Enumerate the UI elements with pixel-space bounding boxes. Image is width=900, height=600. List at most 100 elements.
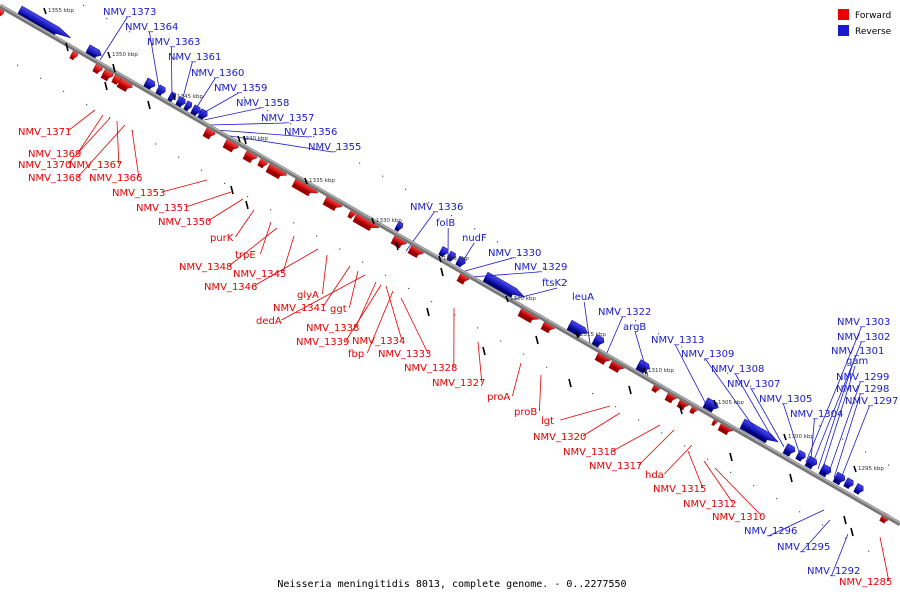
reverse-leader-line — [821, 365, 856, 472]
reverse-leader-line — [831, 533, 849, 577]
reverse-gene-arrow — [832, 471, 846, 486]
reverse-leader-line — [203, 107, 261, 121]
label-leader-lines — [67, 16, 890, 582]
reverse-leader-line — [171, 46, 173, 101]
scale-dot — [888, 464, 890, 466]
scale-dot — [201, 169, 203, 171]
feature-marker — [104, 81, 108, 91]
reverse-leader-line — [705, 358, 759, 434]
gene-arrow-shadow — [183, 106, 189, 112]
scale-dot — [822, 524, 824, 526]
reverse-gene-label: NMV_1361 — [168, 52, 221, 63]
reverse-leader-line — [470, 271, 539, 278]
scale-dot — [63, 90, 65, 93]
reverse-gene-label: folB — [436, 218, 455, 229]
scale-dot — [543, 267, 545, 269]
scale-dot — [382, 175, 384, 177]
forward-gene-label: NMV_1351 — [136, 203, 189, 214]
reverse-gene-label: leuA — [572, 292, 594, 303]
gene-arrow-shadow — [242, 155, 253, 164]
feature-marker — [243, 135, 247, 145]
gene-arrow-shadow — [711, 422, 716, 427]
feature-marker — [850, 527, 854, 537]
forward-gene-label: trpE — [235, 250, 256, 261]
reverse-gene-arrow — [591, 334, 605, 348]
reverse-leader-line — [192, 77, 216, 114]
scale-dot — [106, 17, 108, 20]
gene-arrow-body — [144, 77, 156, 89]
scale-dot — [477, 327, 479, 329]
forward-gene-label: NMV_1320 — [533, 432, 586, 443]
scale-dot — [612, 306, 614, 309]
scale-dot — [776, 498, 778, 500]
gene-arrow-shadow — [167, 97, 173, 103]
forward-gene-label: proA — [487, 392, 510, 403]
forward-gene-label: lgt — [541, 416, 554, 427]
scale-tick-mark — [643, 367, 647, 375]
forward-leader-line — [282, 235, 295, 274]
forward-leader-line — [322, 265, 351, 308]
feature-marker — [65, 42, 69, 52]
scale-dot — [359, 162, 361, 164]
forward-gene-label: NMV_1350 — [158, 217, 211, 228]
reverse-gene-label: gam — [846, 356, 868, 367]
forward-gene-label: NMV_1353 — [112, 188, 165, 199]
legend-reverse-label: Reverse — [855, 27, 892, 37]
scale-dot — [819, 425, 821, 427]
forward-leader-line — [207, 198, 244, 222]
gene-arrow-shadow — [100, 74, 109, 82]
gene-arrow-shadow — [566, 326, 582, 338]
reverse-leader-line — [509, 287, 558, 301]
gene-arrow-shadow — [818, 470, 827, 478]
gene-arrow-shadow — [92, 68, 99, 75]
forward-leader-line — [281, 274, 366, 321]
scale-dot — [773, 398, 775, 401]
gene-arrow-shadow — [664, 396, 673, 404]
reverse-leader-line — [768, 509, 825, 537]
gene-arrow-shadow — [407, 249, 419, 259]
scale-dot — [753, 484, 755, 487]
scale-tick-label: 1305 kbp — [718, 400, 744, 406]
reverse-gene-label: NMV_1299 — [836, 372, 889, 383]
scale-tick-mark — [304, 177, 308, 185]
scale-tick-mark — [575, 331, 579, 339]
forward-gene-label: NMV_1371 — [18, 127, 71, 138]
scale-tick-mark — [853, 465, 857, 473]
scale-dot — [408, 287, 410, 290]
forward-gene-label: NMV_1334 — [352, 336, 405, 347]
feature-marker — [789, 473, 793, 483]
forward-gene-label: NMV_1345 — [233, 269, 286, 280]
scale-dot — [178, 156, 180, 158]
gene-arrow-body — [637, 359, 650, 371]
forward-leader-line — [260, 221, 272, 255]
gene-arrow-shadow — [291, 183, 311, 197]
scale-dot — [83, 4, 85, 7]
scale-dot — [707, 458, 709, 460]
reverse-gene-label: NMV_1329 — [514, 262, 567, 273]
forward-gene-label: NMV_1346 — [204, 282, 257, 293]
feature-marker — [395, 241, 399, 251]
gene-arrow-body — [395, 221, 404, 230]
gene-arrow-shadow — [257, 163, 264, 169]
scale-dot — [244, 96, 246, 98]
reverse-gene-label: NMV_1309 — [681, 349, 734, 360]
forward-leader-line — [638, 429, 675, 466]
gene-arrow-body — [741, 418, 779, 443]
scale-dot — [451, 215, 453, 217]
forward-gene-label: NMV_1341 — [273, 303, 326, 314]
gene-arrow-shadow — [804, 462, 813, 470]
reverse-gene-label: NMV_1303 — [837, 317, 890, 328]
forward-gene-label: NMV_1369 — [28, 149, 81, 160]
forward-gene-label: NMV_1327 — [432, 378, 485, 389]
forward-leader-line — [477, 341, 483, 383]
scale-tick-label: 1355 kbp — [48, 8, 74, 14]
reverse-leader-line — [197, 92, 239, 117]
gene-arrow-shadow — [879, 518, 886, 524]
reverse-gene-label: NMV_1295 — [777, 542, 830, 553]
reverse-leader-line — [783, 403, 801, 456]
reverse-leader-line — [405, 211, 435, 252]
reverse-gene-arrow — [482, 271, 526, 298]
genome-caption: Neisseria meningitidis 8013, complete ge… — [277, 579, 626, 590]
gene-arrow-shadow — [651, 388, 658, 393]
scale-dot — [750, 385, 752, 387]
